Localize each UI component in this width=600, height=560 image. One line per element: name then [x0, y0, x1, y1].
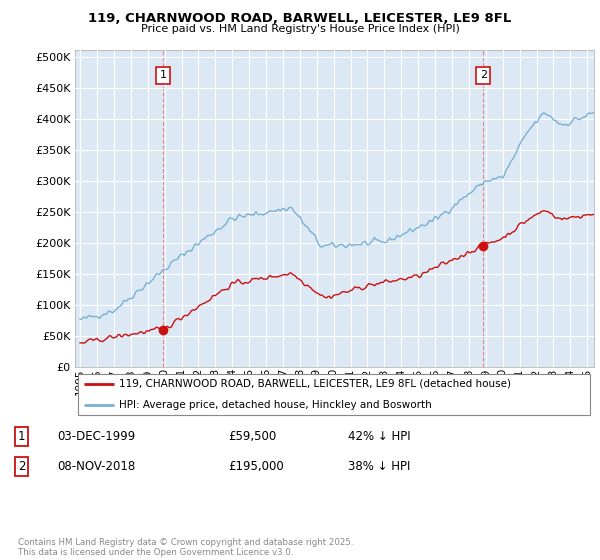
Text: 1: 1 [18, 430, 25, 443]
Text: £59,500: £59,500 [228, 430, 276, 443]
Text: £195,000: £195,000 [228, 460, 284, 473]
Text: Price paid vs. HM Land Registry's House Price Index (HPI): Price paid vs. HM Land Registry's House … [140, 24, 460, 34]
Text: 38% ↓ HPI: 38% ↓ HPI [348, 460, 410, 473]
Text: 2: 2 [480, 70, 487, 80]
Text: 42% ↓ HPI: 42% ↓ HPI [348, 430, 410, 443]
FancyBboxPatch shape [77, 374, 590, 415]
Text: 08-NOV-2018: 08-NOV-2018 [57, 460, 135, 473]
Text: 2: 2 [18, 460, 25, 473]
Text: 1: 1 [160, 70, 167, 80]
Text: Contains HM Land Registry data © Crown copyright and database right 2025.
This d: Contains HM Land Registry data © Crown c… [18, 538, 353, 557]
Text: 119, CHARNWOOD ROAD, BARWELL, LEICESTER, LE9 8FL (detached house): 119, CHARNWOOD ROAD, BARWELL, LEICESTER,… [119, 379, 511, 389]
Text: HPI: Average price, detached house, Hinckley and Bosworth: HPI: Average price, detached house, Hinc… [119, 400, 432, 410]
Text: 119, CHARNWOOD ROAD, BARWELL, LEICESTER, LE9 8FL: 119, CHARNWOOD ROAD, BARWELL, LEICESTER,… [88, 12, 512, 25]
Text: 03-DEC-1999: 03-DEC-1999 [57, 430, 135, 443]
